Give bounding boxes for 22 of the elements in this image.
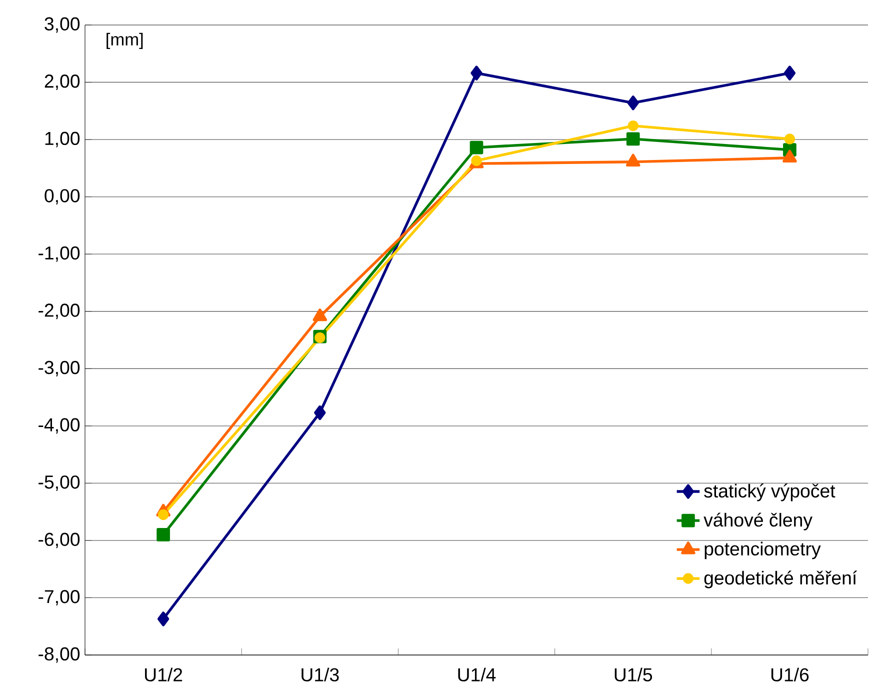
legend-label: váhové členy <box>704 512 812 530</box>
x-tick-label: U1/3 <box>302 668 339 682</box>
legend-label: statický výpočet <box>704 484 836 502</box>
y-tick-label: 3,00 <box>44 17 80 33</box>
x-tick-label: U1/4 <box>458 668 496 682</box>
y-tick-label: -7,00 <box>38 590 80 606</box>
y-axis-title: [mm] <box>106 32 143 50</box>
y-tick-label: -3,00 <box>38 360 80 376</box>
y-tick-label: 2,00 <box>44 74 80 90</box>
y-tick-label: -4,00 <box>38 418 80 434</box>
y-tick-label: 0,00 <box>44 189 80 205</box>
y-tick-label: -2,00 <box>38 304 80 320</box>
y-tick-label: -6,00 <box>38 532 80 548</box>
legend-label: potenciometry <box>704 542 821 560</box>
x-tick-label: U1/5 <box>614 668 652 682</box>
y-tick-label: -1,00 <box>38 246 80 262</box>
x-tick-label: U1/2 <box>145 668 182 682</box>
y-tick-label: -5,00 <box>38 475 80 491</box>
x-tick-label: U1/6 <box>771 668 809 682</box>
y-tick-label: -8,00 <box>38 647 80 663</box>
legend-label: geodetické měření <box>704 570 858 588</box>
y-tick-label: 1,00 <box>45 132 80 148</box>
